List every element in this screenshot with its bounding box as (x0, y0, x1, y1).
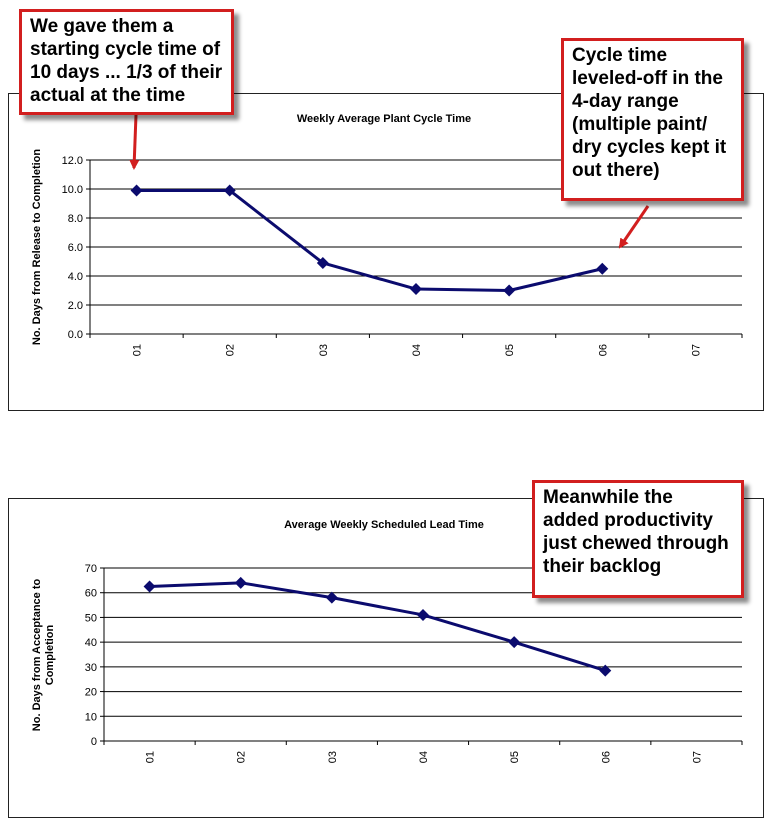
y-tick-label: 30 (85, 662, 97, 674)
callout-line: dry cycles kept it (572, 137, 727, 158)
callout-line: Meanwhile the (543, 487, 673, 508)
y-axis-label: No. Days from Release to Completion (31, 149, 43, 345)
data-point (234, 576, 247, 589)
data-point (316, 256, 329, 269)
y-tick-label: 4.0 (68, 271, 83, 283)
callout-arrow-1 (129, 114, 140, 170)
x-tick-label: 07 (690, 344, 702, 356)
callout-line: Cycle time (572, 45, 668, 66)
y-tick-label: 10 (85, 711, 97, 723)
y-tick-label: 8.0 (68, 213, 83, 225)
data-point (130, 184, 143, 197)
callout-line: 4-day range (572, 91, 679, 112)
x-tick-label: 07 (691, 751, 703, 763)
x-tick-label: 01 (132, 344, 144, 356)
callout-cycle-time-leveled: Cycle time leveled-off in the 4-day rang… (561, 38, 744, 201)
callout-line: out there) (572, 160, 660, 181)
callout-line: We gave them a (30, 16, 174, 37)
x-tick-label: 06 (600, 751, 612, 763)
x-tick-label: 02 (225, 344, 237, 356)
x-tick-label: 04 (418, 751, 430, 763)
chart-title: Weekly Average Plant Cycle Time (297, 113, 471, 125)
callout-backlog: Meanwhile the added productivity just ch… (532, 480, 744, 598)
y-tick-label: 0 (91, 736, 97, 748)
data-point (325, 591, 338, 604)
y-tick-label: 50 (85, 612, 97, 624)
callout-line: their backlog (543, 556, 662, 577)
data-point (599, 664, 612, 677)
callout-line: starting cycle time of (30, 39, 221, 60)
callout-arrow-2 (618, 205, 650, 249)
x-tick-label: 05 (504, 344, 516, 356)
data-point (143, 580, 156, 593)
y-tick-label: 70 (85, 563, 97, 575)
data-point (503, 284, 516, 297)
callout-line: added productivity (543, 510, 713, 531)
x-tick-label: 03 (318, 344, 330, 356)
y-tick-label: 60 (85, 588, 97, 600)
y-tick-label: 40 (85, 637, 97, 649)
chart-title: Average Weekly Scheduled Lead Time (284, 519, 484, 531)
callout-line: (multiple paint/ (572, 114, 708, 135)
series-line (136, 188, 603, 292)
data-point (417, 608, 429, 621)
chart-lead-time: Average Weekly Scheduled Lead Time No. Da… (31, 519, 743, 763)
callout-line: just chewed through (543, 533, 729, 554)
y-tick-label: 20 (85, 687, 97, 699)
series-line (149, 581, 606, 672)
y-tick-label: 12.0 (62, 155, 83, 167)
data-point (508, 636, 521, 649)
x-tick-label: 05 (509, 751, 521, 763)
x-tick-label: 03 (327, 751, 339, 763)
callout-starting-cycle-time: We gave them a starting cycle time of 10… (19, 9, 234, 115)
callout-line: actual at the time (30, 85, 186, 106)
chart-cycle-time: Weekly Average Plant Cycle Time No. Days … (31, 113, 743, 356)
y-tick-label: 2.0 (68, 300, 83, 312)
y-tick-label: 10.0 (62, 184, 83, 196)
data-point (223, 184, 236, 197)
x-tick-label: 02 (236, 751, 248, 763)
callout-line: leveled-off in the (572, 68, 723, 89)
x-tick-label: 04 (411, 344, 423, 356)
y-axis-label: No. Days from Acceptance toCompletion (31, 579, 56, 732)
x-tick-label: 06 (597, 344, 609, 356)
y-tick-label: 0.0 (68, 329, 83, 341)
data-point (596, 262, 609, 275)
data-point (410, 283, 422, 296)
y-tick-label: 6.0 (68, 242, 83, 254)
x-tick-label: 01 (145, 751, 157, 763)
callout-arrows (129, 114, 650, 249)
callout-line: 10 days ... 1/3 of their (30, 62, 223, 83)
